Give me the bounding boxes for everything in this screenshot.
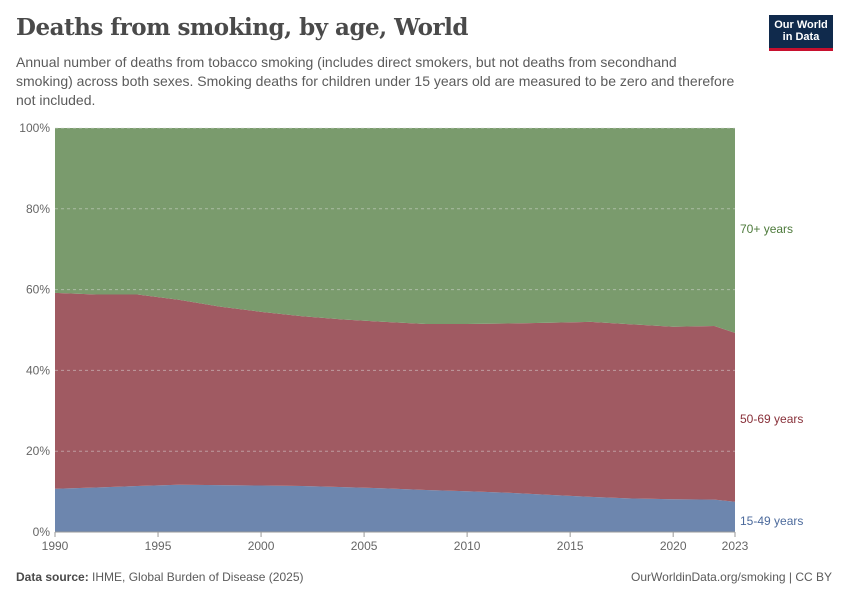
x-tick-label: 2010 [454,539,481,553]
x-tick-label: 1990 [42,539,69,553]
series-label: 15-49 years [740,514,803,528]
x-tick-label: 2005 [351,539,378,553]
x-tick-label: 2023 [722,539,749,553]
area-70-years[interactable] [55,128,735,333]
series-label: 70+ years [740,222,793,236]
x-tick-label: 2015 [557,539,584,553]
chart-subtitle: Annual number of deaths from tobacco smo… [16,54,735,108]
chart-title: Deaths from smoking, by age, World [16,14,468,41]
y-tick-label: 80% [26,202,50,216]
x-tick-label: 1995 [145,539,172,553]
y-tick-label: 20% [26,444,50,458]
area-50-69-years[interactable] [55,292,735,502]
y-tick-label: 100% [19,121,50,135]
x-tick-label: 2000 [248,539,275,553]
y-tick-label: 60% [26,283,50,297]
area-15-49-years[interactable] [55,484,735,532]
owid-logo[interactable]: Our World in Data [769,15,833,51]
y-tick-label: 40% [26,363,50,377]
x-tick-label: 2020 [660,539,687,553]
y-tick-label: 0% [33,525,51,539]
series-label: 50-69 years [740,412,803,426]
footer-link[interactable]: OurWorldinData.org/smoking | CC BY [631,570,832,584]
data-source: Data source: IHME, Global Burden of Dise… [16,570,304,584]
